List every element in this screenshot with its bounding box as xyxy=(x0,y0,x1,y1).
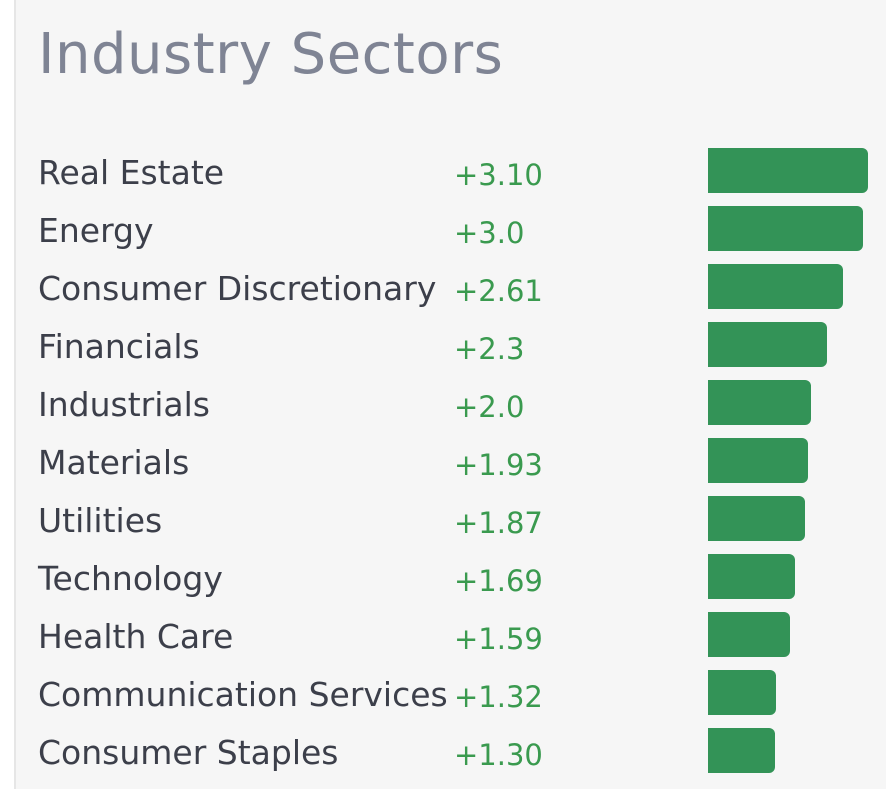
sector-bar xyxy=(708,612,790,657)
sector-row[interactable]: Energy +3.0 xyxy=(16,203,886,261)
sector-name: Utilities xyxy=(38,501,163,540)
sector-row[interactable]: Industrials +2.0 xyxy=(16,377,886,435)
sector-row[interactable]: Communication Services +1.32 xyxy=(16,667,886,725)
sector-change: +3.10 xyxy=(454,158,543,192)
sector-change: +1.87 xyxy=(454,506,543,540)
sector-bar xyxy=(708,148,868,193)
sector-list: Real Estate +3.10 Energy +3.0 Consumer D… xyxy=(16,145,886,783)
sector-name: Health Care xyxy=(38,617,234,656)
sector-row[interactable]: Consumer Discretionary +2.61 xyxy=(16,261,886,319)
sector-bar xyxy=(708,670,776,715)
sector-row[interactable]: Materials +1.93 xyxy=(16,435,886,493)
sector-change: +1.69 xyxy=(454,564,543,598)
panel-title: Industry Sectors xyxy=(38,22,504,87)
sector-row[interactable]: Real Estate +3.10 xyxy=(16,145,886,203)
sector-bar xyxy=(708,554,795,599)
sector-name: Materials xyxy=(38,443,190,482)
sector-change: +1.30 xyxy=(454,738,543,772)
sector-bar xyxy=(708,728,775,773)
sector-row[interactable]: Technology +1.69 xyxy=(16,551,886,609)
sector-change: +1.59 xyxy=(454,622,543,656)
sector-row[interactable]: Consumer Staples +1.30 xyxy=(16,725,886,783)
sector-bar xyxy=(708,322,827,367)
sector-row[interactable]: Financials +2.3 xyxy=(16,319,886,377)
sector-change: +2.0 xyxy=(454,390,525,424)
sector-bar xyxy=(708,380,811,425)
sector-name: Consumer Discretionary xyxy=(38,269,437,308)
sector-name: Energy xyxy=(38,211,154,250)
sector-bar xyxy=(708,438,808,483)
industry-sectors-panel: Industry Sectors Real Estate +3.10 Energ… xyxy=(14,0,886,789)
sector-name: Communication Services xyxy=(38,675,448,714)
sector-name: Financials xyxy=(38,327,200,366)
sector-name: Technology xyxy=(38,559,223,598)
sector-change: +2.3 xyxy=(454,332,525,366)
sector-bar xyxy=(708,264,843,309)
sector-row[interactable]: Health Care +1.59 xyxy=(16,609,886,667)
sector-change: +3.0 xyxy=(454,216,525,250)
sector-name: Consumer Staples xyxy=(38,733,339,772)
sector-bar xyxy=(708,496,805,541)
sector-name: Real Estate xyxy=(38,153,225,192)
sector-name: Industrials xyxy=(38,385,210,424)
sector-bar xyxy=(708,206,863,251)
sector-change: +2.61 xyxy=(454,274,543,308)
sector-change: +1.32 xyxy=(454,680,543,714)
sector-row[interactable]: Utilities +1.87 xyxy=(16,493,886,551)
sector-change: +1.93 xyxy=(454,448,543,482)
